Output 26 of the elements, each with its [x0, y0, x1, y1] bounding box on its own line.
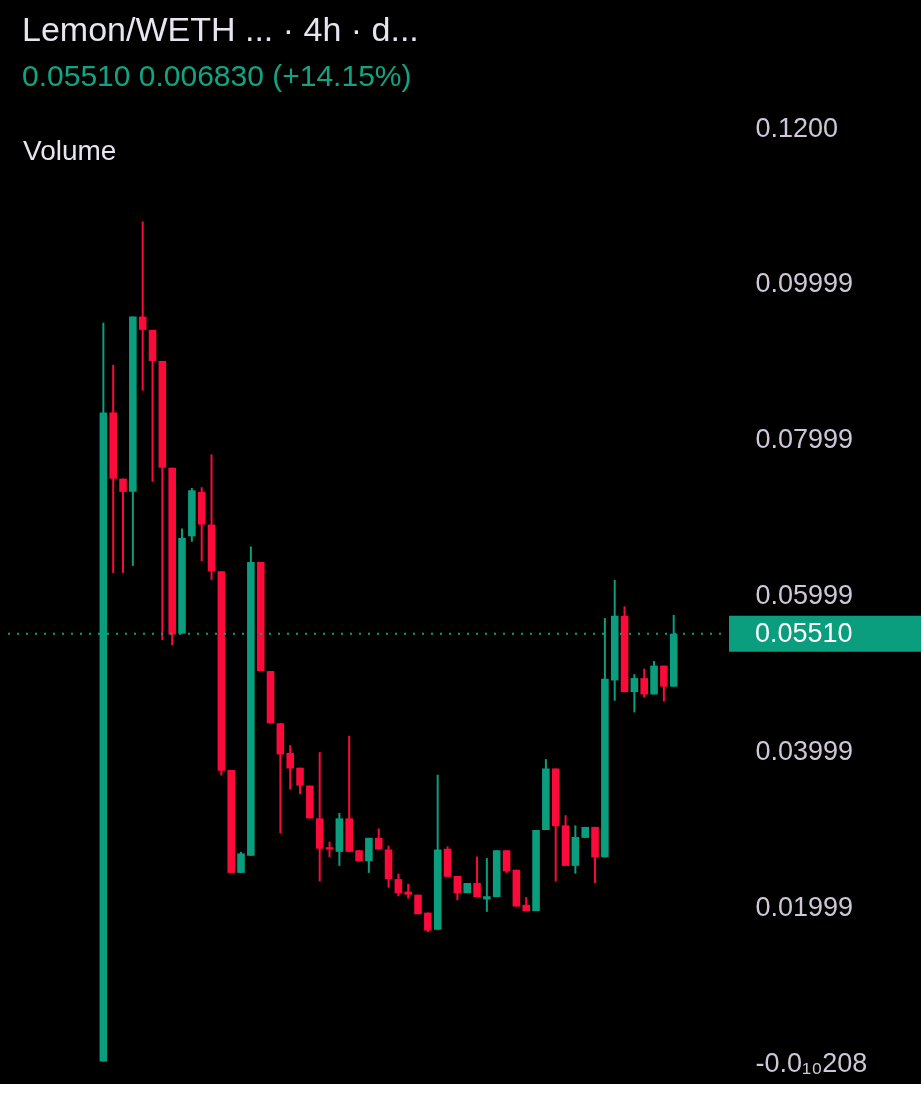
candlestick — [453, 875, 462, 902]
y-tick-label: 0.07999 — [755, 424, 854, 455]
candlestick — [286, 744, 294, 791]
candlestick — [630, 673, 639, 714]
chart-subtitle: 0.05510 0.006830 (+14.15%) — [22, 59, 412, 92]
y-tick-label: -0.0₁₀208 — [755, 1047, 868, 1078]
candlestick — [138, 220, 147, 392]
annotation: Volume — [23, 135, 117, 166]
candlestick — [483, 857, 491, 913]
y-tick-label: 0.05999 — [755, 580, 854, 611]
ref-line-label: 0.05510 — [755, 617, 853, 648]
y-tick-label: 0.01999 — [755, 891, 854, 922]
candlestick — [296, 766, 304, 796]
candlestick — [640, 667, 648, 699]
candlestick — [374, 827, 383, 851]
candlestick — [473, 855, 481, 899]
candlestick — [502, 849, 511, 874]
candlestick — [660, 664, 668, 703]
chart-title: Lemon/WETH ... · 4h · d... — [22, 10, 419, 48]
candlestick — [365, 836, 373, 874]
candlestick — [237, 850, 245, 874]
candlestick — [119, 477, 127, 574]
candlestick — [394, 872, 403, 898]
y-tick-label: 0.09999 — [755, 268, 854, 299]
y-tick-label: 0.03999 — [755, 735, 854, 766]
y-tick-label: 0.1200 — [755, 112, 839, 143]
